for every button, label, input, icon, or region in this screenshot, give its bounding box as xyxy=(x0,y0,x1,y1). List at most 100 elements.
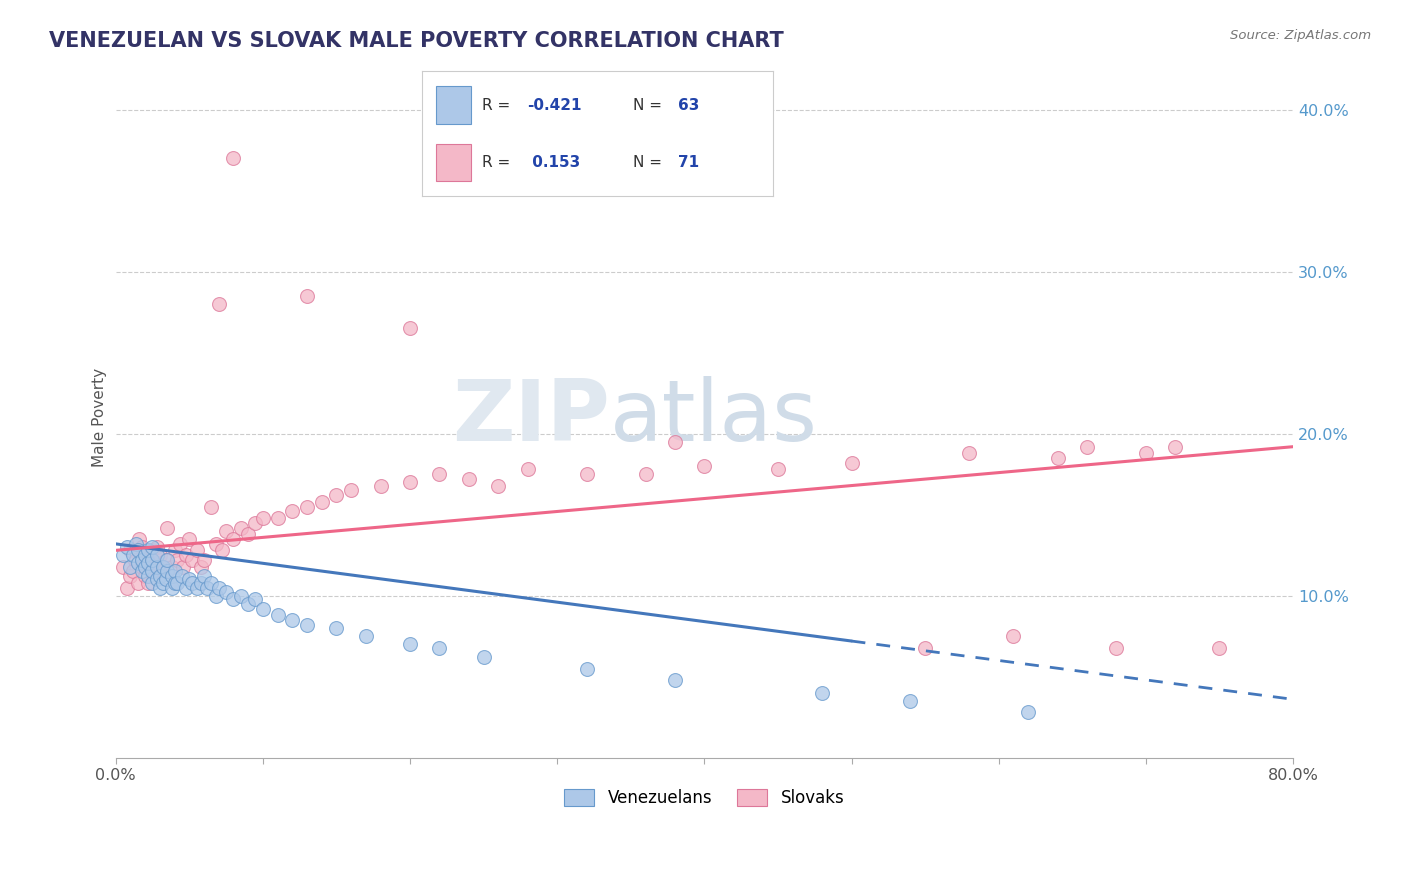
Point xyxy=(125,553,148,567)
Text: -0.421: -0.421 xyxy=(527,97,582,112)
Text: Source: ZipAtlas.com: Source: ZipAtlas.com xyxy=(1230,29,1371,42)
Point xyxy=(131,559,153,574)
Point xyxy=(295,500,318,514)
Point xyxy=(127,575,149,590)
Point xyxy=(766,462,789,476)
Point xyxy=(1105,640,1128,655)
Point xyxy=(134,548,156,562)
Point xyxy=(179,532,201,546)
Point xyxy=(156,565,179,579)
Point xyxy=(236,597,259,611)
Point xyxy=(516,462,538,476)
Bar xyxy=(436,87,471,124)
Text: VENEZUELAN VS SLOVAK MALE POVERTY CORRELATION CHART: VENEZUELAN VS SLOVAK MALE POVERTY CORREL… xyxy=(49,31,785,51)
Point xyxy=(229,589,252,603)
Point xyxy=(128,532,150,546)
Point xyxy=(575,467,598,482)
Point xyxy=(222,532,245,546)
Point xyxy=(236,527,259,541)
Point xyxy=(215,524,238,538)
Point xyxy=(664,434,686,449)
Point xyxy=(136,575,159,590)
Point xyxy=(176,548,198,562)
Point xyxy=(117,581,139,595)
Point xyxy=(149,548,172,562)
Point xyxy=(141,543,163,558)
Point xyxy=(127,543,149,558)
Point xyxy=(325,621,347,635)
Point xyxy=(575,662,598,676)
Point xyxy=(208,581,231,595)
Point xyxy=(370,478,392,492)
Point xyxy=(127,557,149,571)
Text: N =: N = xyxy=(633,97,666,112)
Point xyxy=(664,673,686,687)
Point xyxy=(457,472,479,486)
Point xyxy=(900,694,922,708)
Point xyxy=(186,581,208,595)
Point xyxy=(399,321,422,335)
Point xyxy=(149,559,172,574)
Point xyxy=(811,686,834,700)
Point xyxy=(354,629,377,643)
Legend: Venezuelans, Slovaks: Venezuelans, Slovaks xyxy=(558,782,851,814)
Point xyxy=(1208,640,1230,655)
Point xyxy=(141,553,163,567)
Point xyxy=(141,575,163,590)
Point xyxy=(120,569,142,583)
Point xyxy=(142,565,165,579)
Point xyxy=(693,459,716,474)
Point xyxy=(155,553,177,567)
Point xyxy=(195,581,218,595)
Point xyxy=(1164,440,1187,454)
Point xyxy=(166,553,188,567)
Text: R =: R = xyxy=(481,97,515,112)
Point xyxy=(152,559,174,574)
Point xyxy=(190,575,212,590)
Point xyxy=(399,475,422,490)
Point xyxy=(141,565,163,579)
Point xyxy=(169,537,191,551)
Text: 71: 71 xyxy=(678,155,700,170)
Text: 0.153: 0.153 xyxy=(527,155,581,170)
Point xyxy=(146,559,169,574)
Point xyxy=(117,540,139,554)
Point xyxy=(152,575,174,590)
Point xyxy=(146,557,169,571)
Point xyxy=(200,575,222,590)
Point xyxy=(281,613,304,627)
Point xyxy=(163,575,186,590)
Bar xyxy=(436,144,471,181)
Point xyxy=(340,483,363,498)
Point xyxy=(266,608,288,623)
Point xyxy=(204,589,226,603)
Y-axis label: Male Poverty: Male Poverty xyxy=(93,368,107,467)
Point xyxy=(131,540,153,554)
Point xyxy=(204,537,226,551)
Point xyxy=(136,557,159,571)
Point xyxy=(136,569,159,583)
Point xyxy=(122,548,145,562)
Point xyxy=(208,297,231,311)
Point xyxy=(111,548,134,562)
Point xyxy=(136,543,159,558)
Point xyxy=(156,553,179,567)
Point xyxy=(176,581,198,595)
Point xyxy=(211,543,233,558)
Point xyxy=(215,585,238,599)
Point xyxy=(149,581,172,595)
Point xyxy=(146,540,169,554)
Point xyxy=(139,565,162,579)
Point xyxy=(200,500,222,514)
Point xyxy=(486,478,509,492)
Point xyxy=(222,591,245,606)
Point xyxy=(120,543,142,558)
Text: atlas: atlas xyxy=(610,376,818,459)
Point xyxy=(229,521,252,535)
Point xyxy=(634,467,657,482)
Point xyxy=(186,543,208,558)
Point xyxy=(914,640,936,655)
Point xyxy=(193,569,215,583)
Point xyxy=(131,553,153,567)
Point xyxy=(131,565,153,579)
